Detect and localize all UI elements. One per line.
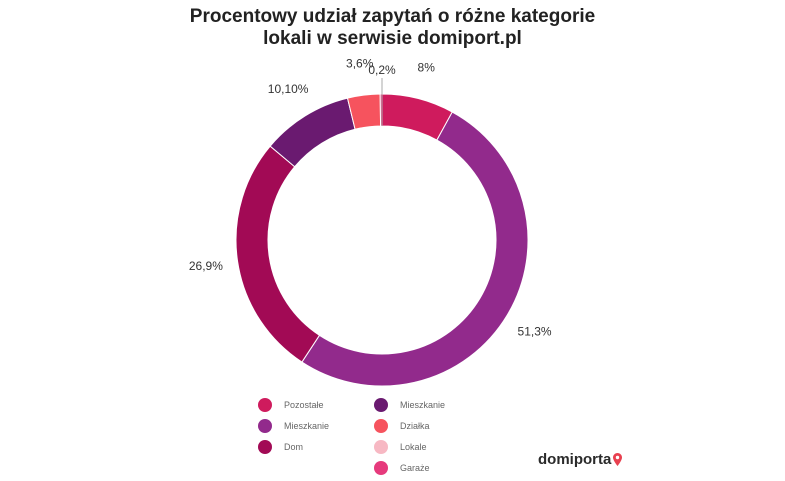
legend-label: Garaże [400,463,430,473]
legend-swatch [258,419,272,433]
legend-swatch [374,398,388,412]
chart-title: Procentowy udział zapytań o różne katego… [0,6,785,50]
chart-legend: Pozostałe Mieszkanie Dom Mieszkanie Działka L… [258,398,518,478]
chart-title-line-2: lokali w serwisie domiport.pl [263,28,522,49]
slice-dom-2 [235,145,321,363]
data-label-dzialka-4: 3,6% [346,56,374,70]
data-label-dom-2: 26,9% [189,259,223,273]
legend-label: Dom [284,442,304,452]
legend-item-dzialka-4: Działka [374,419,430,433]
legend-label: Działka [400,421,430,431]
legend-item-pozostale-0: Pozostałe [258,398,324,412]
legend-swatch [258,398,272,412]
data-label-mieszkanie-3: 10,10% [268,82,309,96]
legend-item-lokale-5: Lokale [374,440,427,454]
legend-item-dom-2: Dom [258,440,303,454]
logo-text: domiporta [538,451,612,468]
legend-item-mieszkanie-1: Mieszkanie [258,419,329,433]
chart-title-line-1: Procentowy udział zapytań o różne katego… [189,6,596,27]
legend-label: Pozostałe [284,400,324,410]
legend-item-garaze-6: Garaże [374,461,430,475]
data-label-mieszkanie-1: 51,3% [518,325,552,339]
slice-mieszkanie-1 [301,111,529,387]
legend-swatch [258,440,272,454]
domiporta-logo: domiporta [538,451,623,468]
data-label-pozostale-0: 8% [418,61,436,75]
legend-swatch [374,461,388,475]
legend-swatch [374,419,388,433]
legend-label: Lokale [400,442,427,452]
legend-label: Mieszkanie [400,400,446,410]
slice-mieszkanie-3 [269,97,356,168]
legend-swatch [374,440,388,454]
legend-label: Mieszkanie [284,421,330,431]
legend-item-mieszkanie-3: Mieszkanie [374,398,445,412]
map-pin-icon [613,453,623,466]
data-label-garaze-6: 0,2% [368,63,396,77]
